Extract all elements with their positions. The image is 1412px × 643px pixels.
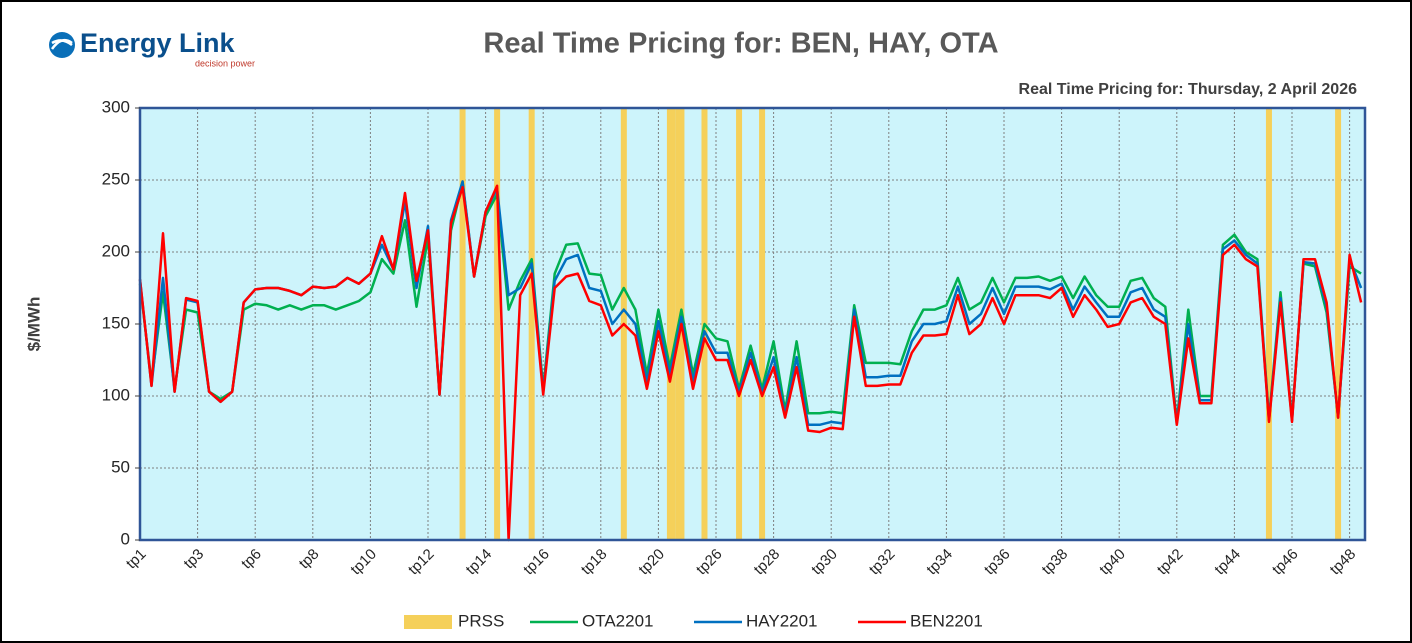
logo: Energy Link decision power	[49, 28, 255, 68]
chart-subtitle: Real Time Pricing for: Thursday, 2 April…	[1019, 81, 1358, 98]
legend-label: HAY2201	[746, 611, 818, 630]
band	[1265, 108, 1272, 540]
legend-swatch	[404, 615, 452, 629]
logo-name: Energy Link	[80, 28, 236, 58]
logo-tagline: decision power	[195, 58, 255, 68]
band	[736, 108, 743, 540]
logo-swoosh	[50, 38, 73, 50]
y-tick-label: 200	[102, 241, 130, 260]
series-line	[138, 181, 1362, 424]
band	[759, 108, 766, 540]
logo-icon	[49, 32, 75, 58]
plot-layer	[138, 107, 1365, 542]
band	[1335, 108, 1342, 540]
band	[459, 108, 466, 540]
chart-title: Real Time Pricing for: BEN, HAY, OTA	[483, 28, 998, 60]
legend-label: PRSS	[458, 611, 504, 630]
y-tick-label: 50	[111, 457, 130, 476]
band	[528, 108, 535, 540]
y-axis-label: $/MWh	[24, 297, 43, 352]
y-tick-label: 300	[102, 97, 130, 116]
series-line	[138, 184, 1363, 542]
y-tick-label: 100	[102, 385, 130, 404]
y-tick-label: 150	[102, 313, 130, 332]
band	[494, 108, 501, 540]
legend-label: OTA2201	[582, 611, 654, 630]
legend-label: BEN2201	[910, 611, 983, 630]
y-tick-label: 250	[102, 169, 130, 188]
y-tick-label: 0	[121, 529, 130, 548]
band	[666, 108, 676, 540]
